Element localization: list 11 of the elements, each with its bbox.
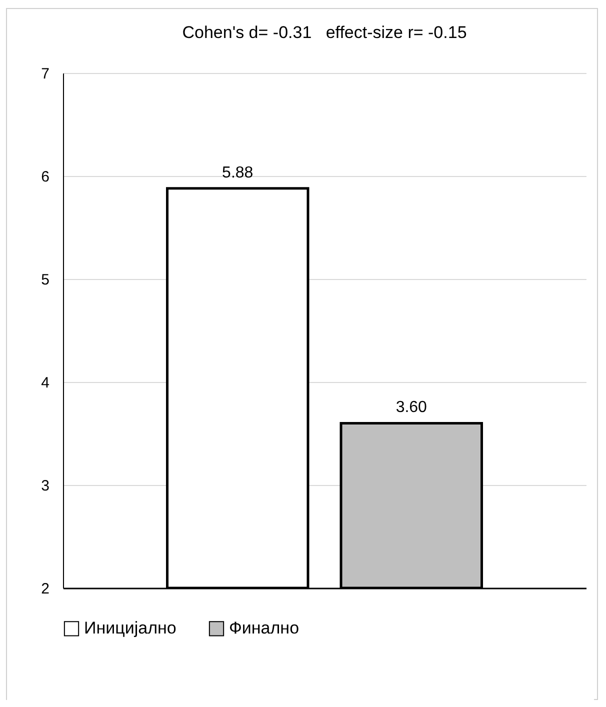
chart-title: Cohen's d= -0.31 effect-size r= -0.15: [182, 23, 467, 42]
legend-label: Иницијално: [84, 618, 176, 638]
y-tick-label: 5: [41, 272, 50, 288]
legend-label: Финално: [229, 618, 300, 638]
data-label: 5.88: [222, 164, 254, 182]
data-label: 3.60: [396, 399, 428, 416]
y-tick-label: 2: [41, 580, 50, 598]
y-tick-label: 3: [41, 478, 50, 494]
y-tick-label: 4: [41, 374, 50, 392]
y-tick-label: 7: [41, 66, 50, 82]
y-tick-label: 6: [41, 168, 50, 186]
